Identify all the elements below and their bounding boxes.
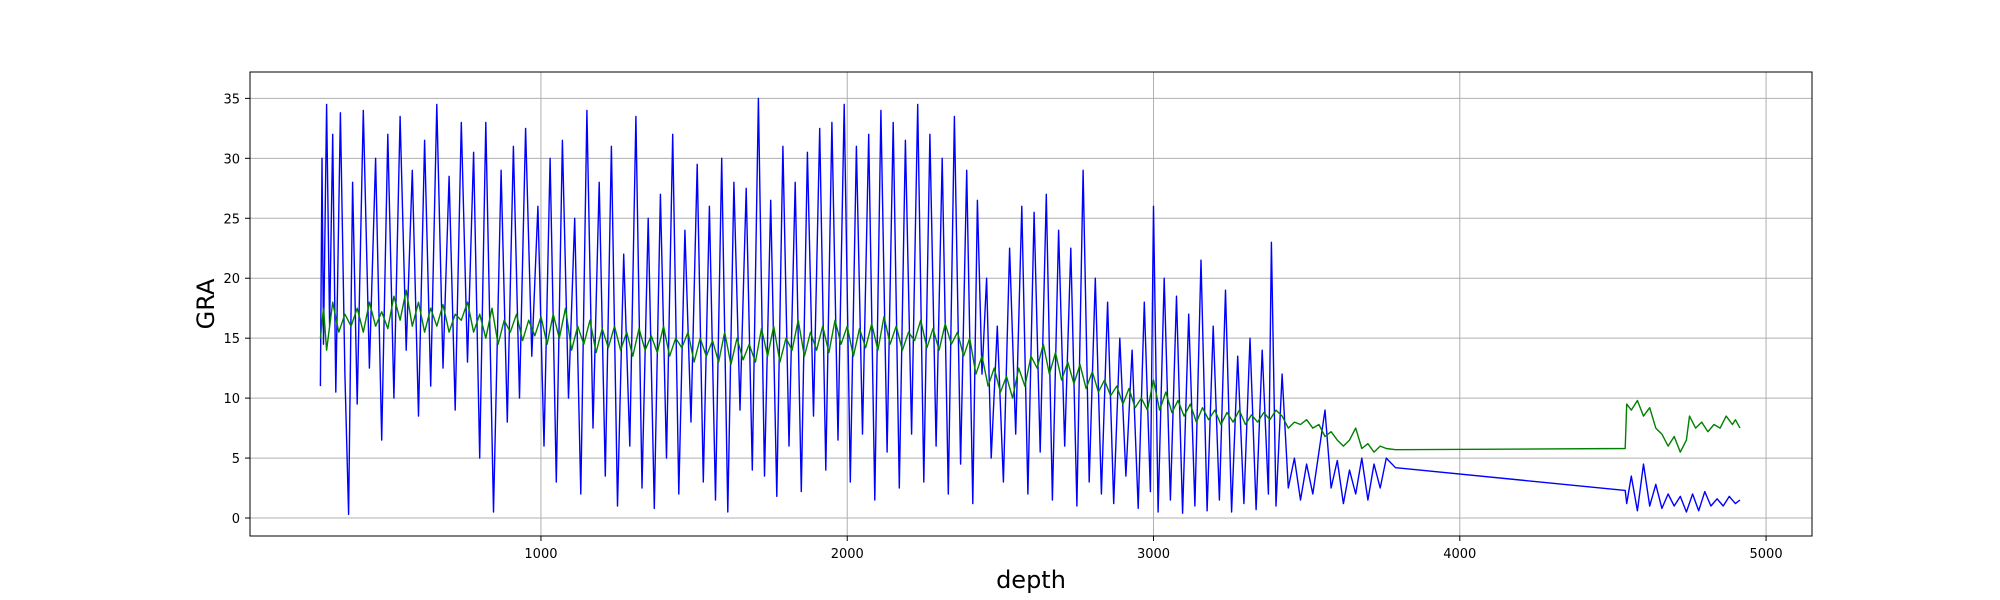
y-tick-label: 15: [223, 332, 240, 347]
series-line-2: [319, 289, 1741, 453]
y-tick-label: 0: [232, 512, 240, 527]
x-tick-label: 4000: [1443, 547, 1476, 562]
x-tick-label: 1000: [524, 547, 557, 562]
y-axis-title: GRA: [192, 278, 220, 329]
axis-ticks: 1000 2000 3000 4000 5000 0 5 10 15 20 25 30 35: [223, 92, 1782, 562]
y-tick-label: 10: [223, 392, 240, 407]
series-line-1: [319, 97, 1741, 516]
y-tick-label: 25: [223, 212, 240, 227]
x-tick-label: 5000: [1750, 547, 1783, 562]
plot-series: [319, 97, 1741, 516]
y-tick-label: 35: [223, 92, 240, 107]
x-axis-title: depth: [996, 566, 1066, 594]
plot-frame: [249, 71, 1813, 537]
x-tick-label: 2000: [831, 547, 864, 562]
x-tick-label: 3000: [1137, 547, 1170, 562]
y-tick-label: 5: [232, 452, 240, 467]
y-tick-label: 20: [223, 272, 240, 287]
y-tick-label: 30: [223, 152, 240, 167]
